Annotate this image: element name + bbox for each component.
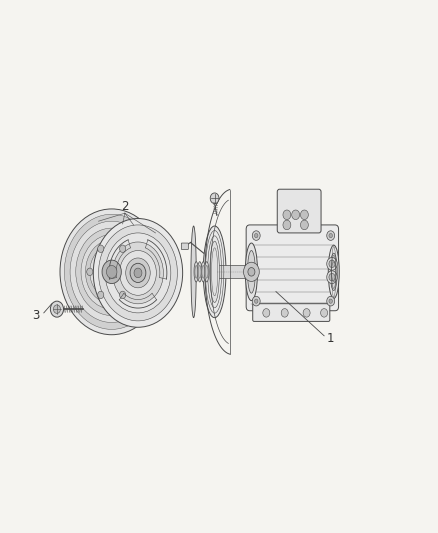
Circle shape — [120, 291, 126, 298]
Circle shape — [93, 219, 183, 327]
Circle shape — [99, 256, 125, 288]
Circle shape — [126, 258, 150, 288]
Ellipse shape — [328, 245, 339, 298]
Circle shape — [130, 263, 146, 282]
Circle shape — [281, 309, 288, 317]
Text: 3: 3 — [32, 309, 39, 322]
Circle shape — [120, 251, 156, 295]
Ellipse shape — [202, 265, 205, 278]
Circle shape — [134, 269, 141, 277]
Circle shape — [252, 231, 260, 240]
Ellipse shape — [195, 265, 198, 278]
Bar — [217, 265, 254, 278]
Circle shape — [327, 257, 337, 270]
Ellipse shape — [198, 262, 202, 282]
Circle shape — [327, 231, 335, 240]
Circle shape — [99, 225, 177, 321]
Ellipse shape — [330, 253, 337, 290]
Circle shape — [329, 260, 335, 268]
Circle shape — [87, 268, 93, 276]
Circle shape — [329, 299, 332, 303]
FancyBboxPatch shape — [277, 189, 321, 233]
Ellipse shape — [194, 262, 198, 282]
Circle shape — [106, 265, 117, 278]
Circle shape — [300, 220, 308, 230]
Circle shape — [283, 220, 291, 230]
Circle shape — [102, 260, 121, 284]
Circle shape — [254, 299, 258, 303]
Circle shape — [113, 242, 163, 304]
Circle shape — [50, 301, 64, 317]
Circle shape — [94, 251, 129, 293]
Circle shape — [120, 245, 126, 253]
Ellipse shape — [247, 251, 255, 293]
Circle shape — [329, 233, 332, 238]
Circle shape — [103, 261, 120, 282]
Circle shape — [263, 309, 270, 317]
Circle shape — [60, 209, 163, 335]
Ellipse shape — [191, 226, 196, 318]
Ellipse shape — [245, 243, 258, 301]
Circle shape — [283, 210, 291, 220]
Circle shape — [292, 210, 300, 220]
Circle shape — [85, 240, 138, 304]
FancyBboxPatch shape — [253, 303, 330, 321]
Circle shape — [64, 214, 159, 329]
Ellipse shape — [198, 265, 201, 278]
Circle shape — [248, 268, 255, 276]
Circle shape — [90, 245, 134, 298]
Ellipse shape — [210, 241, 219, 303]
Circle shape — [254, 233, 258, 238]
Text: 2: 2 — [121, 200, 129, 213]
Ellipse shape — [205, 262, 209, 282]
Circle shape — [131, 264, 145, 281]
Circle shape — [70, 221, 153, 322]
Circle shape — [98, 291, 104, 298]
Circle shape — [81, 235, 142, 309]
Circle shape — [321, 309, 328, 317]
Text: 1: 1 — [326, 332, 334, 345]
Circle shape — [329, 273, 335, 281]
Circle shape — [327, 296, 335, 306]
Circle shape — [210, 193, 219, 204]
Circle shape — [53, 305, 60, 313]
FancyBboxPatch shape — [181, 243, 188, 249]
Circle shape — [105, 233, 171, 313]
Ellipse shape — [205, 265, 208, 278]
Circle shape — [106, 265, 117, 278]
Circle shape — [303, 309, 310, 317]
Circle shape — [300, 210, 308, 220]
Circle shape — [76, 228, 148, 316]
Circle shape — [252, 296, 260, 306]
Circle shape — [244, 262, 259, 281]
Circle shape — [327, 271, 337, 284]
Circle shape — [98, 245, 104, 253]
Ellipse shape — [201, 262, 205, 282]
Circle shape — [131, 268, 137, 276]
Ellipse shape — [203, 226, 226, 318]
Circle shape — [134, 268, 142, 278]
FancyBboxPatch shape — [246, 225, 339, 311]
